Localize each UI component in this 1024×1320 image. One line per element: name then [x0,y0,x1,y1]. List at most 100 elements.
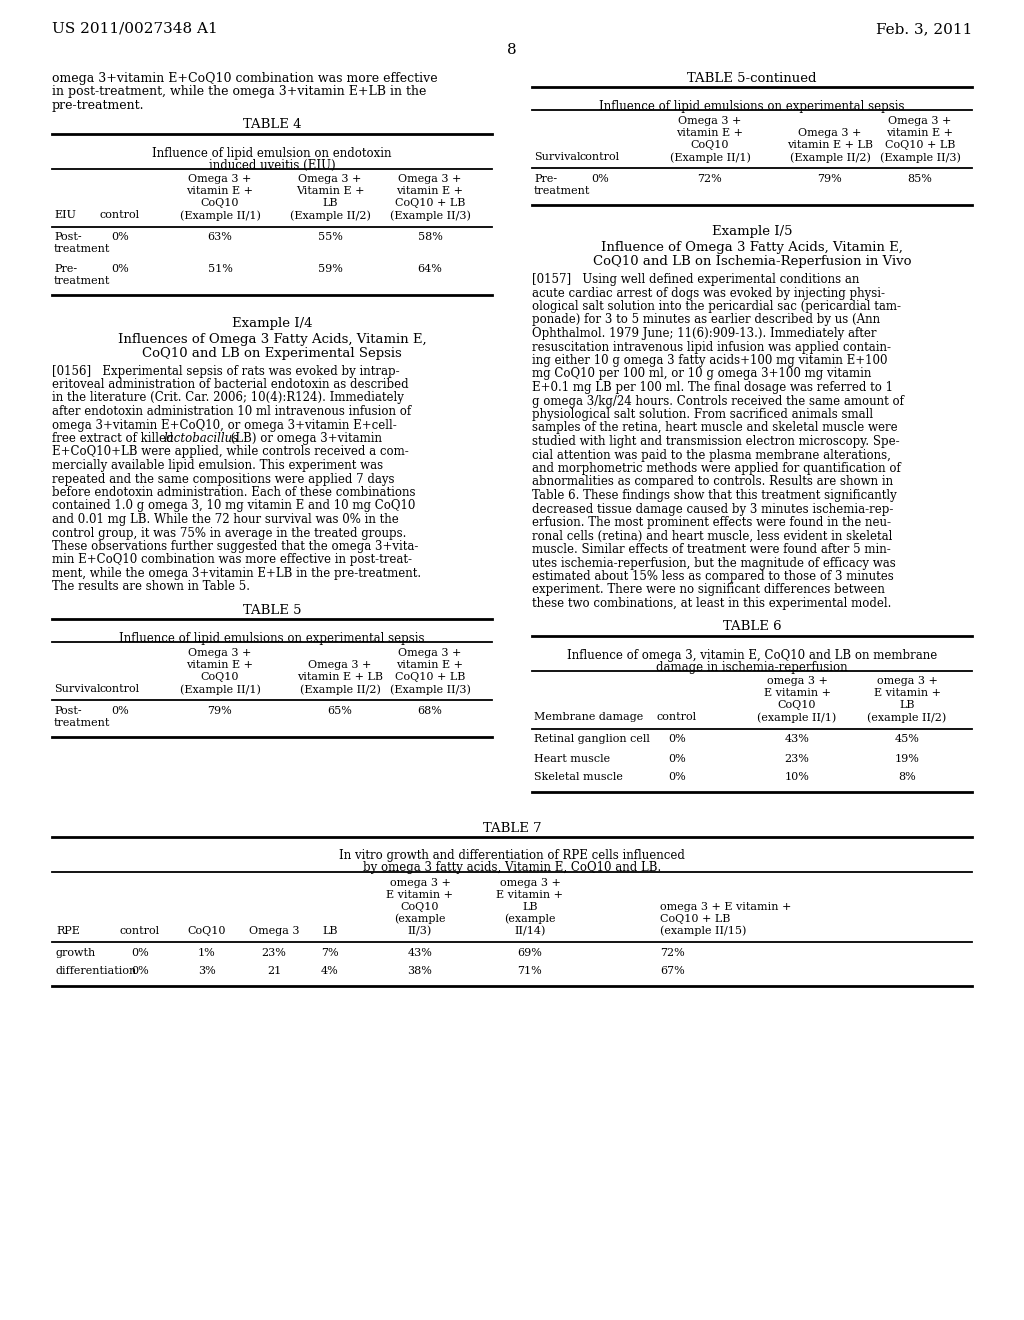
Text: g omega 3/kg/24 hours. Controls received the same amount of: g omega 3/kg/24 hours. Controls received… [532,395,904,408]
Text: Influence of lipid emulsions on experimental sepsis: Influence of lipid emulsions on experime… [599,100,905,114]
Text: E vitamin +: E vitamin + [497,890,563,899]
Text: CoQ10 and LB on Ischemia-Reperfusion in Vivo: CoQ10 and LB on Ischemia-Reperfusion in … [593,255,911,268]
Text: 0%: 0% [131,966,148,977]
Text: Influence of Omega 3 Fatty Acids, Vitamin E,: Influence of Omega 3 Fatty Acids, Vitami… [601,242,903,253]
Text: Example I/4: Example I/4 [231,317,312,330]
Text: Heart muscle: Heart muscle [534,754,610,763]
Text: 10%: 10% [784,772,809,783]
Text: E+CoQ10+LB were applied, while controls received a com-: E+CoQ10+LB were applied, while controls … [52,446,409,458]
Text: (Example II/2): (Example II/2) [790,152,870,162]
Text: CoQ10 + LB: CoQ10 + LB [395,198,465,209]
Text: omega 3 +: omega 3 + [877,676,937,686]
Text: growth: growth [56,948,96,957]
Text: experiment. There were no significant differences between: experiment. There were no significant di… [532,583,885,597]
Text: vitamin E +: vitamin E + [396,660,464,671]
Text: E vitamin +: E vitamin + [764,689,830,698]
Text: CoQ10 + LB: CoQ10 + LB [660,913,730,924]
Text: ponade) for 3 to 5 minutes as earlier described by us (Ann: ponade) for 3 to 5 minutes as earlier de… [532,314,880,326]
Text: Omega 3 +: Omega 3 + [678,116,741,125]
Text: (LB) or omega 3+vitamin: (LB) or omega 3+vitamin [226,432,382,445]
Text: 79%: 79% [208,706,232,715]
Text: Omega 3 +: Omega 3 + [188,648,252,657]
Text: (example II/15): (example II/15) [660,925,746,936]
Text: Omega 3 +: Omega 3 + [188,174,252,185]
Text: treatment: treatment [534,186,591,195]
Text: treatment: treatment [54,276,111,285]
Text: treatment: treatment [54,244,111,255]
Text: 67%: 67% [660,966,685,977]
Text: 21: 21 [267,966,282,977]
Text: (example: (example [394,913,445,924]
Text: omega 3 +: omega 3 + [767,676,827,686]
Text: 23%: 23% [261,948,287,957]
Text: Omega 3 +: Omega 3 + [888,116,951,125]
Text: Example I/5: Example I/5 [712,224,793,238]
Text: control: control [100,684,140,694]
Text: vitamin E +: vitamin E + [186,186,254,197]
Text: eritoveal administration of bacterial endotoxin as described: eritoveal administration of bacterial en… [52,378,409,391]
Text: (Example II/3): (Example II/3) [880,152,961,162]
Text: Omega 3 +: Omega 3 + [298,174,361,185]
Text: damage in ischemia-reperfusion: damage in ischemia-reperfusion [656,660,848,673]
Text: cial attention was paid to the plasma membrane alterations,: cial attention was paid to the plasma me… [532,449,891,462]
Text: These observations further suggested that the omega 3+vita-: These observations further suggested tha… [52,540,419,553]
Text: (Example II/2): (Example II/2) [290,210,371,220]
Text: 0%: 0% [112,706,129,715]
Text: 58%: 58% [418,232,442,243]
Text: Post-: Post- [54,706,82,715]
Text: CoQ10 + LB: CoQ10 + LB [885,140,955,150]
Text: CoQ10: CoQ10 [187,925,226,936]
Text: Pre-: Pre- [54,264,77,273]
Text: US 2011/0027348 A1: US 2011/0027348 A1 [52,22,218,36]
Text: 0%: 0% [112,232,129,243]
Text: Ophthalmol. 1979 June; 11(6):909-13.). Immediately after: Ophthalmol. 1979 June; 11(6):909-13.). I… [532,327,877,341]
Text: 0%: 0% [668,734,686,744]
Text: Vitamin E +: Vitamin E + [296,186,365,197]
Text: Omega 3: Omega 3 [249,925,299,936]
Text: Membrane damage: Membrane damage [534,713,643,722]
Text: (Example II/1): (Example II/1) [670,152,751,162]
Text: in the literature (Crit. Car. 2006; 10(4):R124). Immediately: in the literature (Crit. Car. 2006; 10(4… [52,392,403,404]
Text: repeated and the same compositions were applied 7 days: repeated and the same compositions were … [52,473,394,486]
Text: control group, it was 75% in average in the treated groups.: control group, it was 75% in average in … [52,527,407,540]
Text: LB: LB [899,701,914,710]
Text: induced uveitis (EIU): induced uveitis (EIU) [209,158,335,172]
Text: ological salt solution into the pericardial sac (pericardial tam-: ological salt solution into the pericard… [532,300,901,313]
Text: CoQ10 + LB: CoQ10 + LB [395,672,465,682]
Text: vitamin E + LB: vitamin E + LB [297,672,383,682]
Text: Omega 3 +: Omega 3 + [308,660,372,671]
Text: TABLE 5-continued: TABLE 5-continued [687,73,817,84]
Text: Retinal ganglion cell: Retinal ganglion cell [534,734,650,744]
Text: in post-treatment, while the omega 3+vitamin E+LB in the: in post-treatment, while the omega 3+vit… [52,86,426,99]
Text: vitamin E +: vitamin E + [186,660,254,671]
Text: 64%: 64% [418,264,442,273]
Text: 59%: 59% [317,264,342,273]
Text: 68%: 68% [418,706,442,715]
Text: (Example II/2): (Example II/2) [300,684,381,694]
Text: vitamin E +: vitamin E + [677,128,743,139]
Text: TABLE 7: TABLE 7 [482,821,542,834]
Text: Omega 3 +: Omega 3 + [799,128,861,139]
Text: omega 3 + E vitamin +: omega 3 + E vitamin + [660,902,792,912]
Text: II/14): II/14) [514,925,546,936]
Text: control: control [120,925,160,936]
Text: 0%: 0% [112,264,129,273]
Text: Influences of Omega 3 Fatty Acids, Vitamin E,: Influences of Omega 3 Fatty Acids, Vitam… [118,333,426,346]
Text: TABLE 6: TABLE 6 [723,620,781,634]
Text: 43%: 43% [408,948,432,957]
Text: Influence of lipid emulsions on experimental sepsis: Influence of lipid emulsions on experime… [119,632,425,645]
Text: acute cardiac arrest of dogs was evoked by injecting physi-: acute cardiac arrest of dogs was evoked … [532,286,885,300]
Text: E+0.1 mg LB per 100 ml. The final dosage was referred to 1: E+0.1 mg LB per 100 ml. The final dosage… [532,381,893,393]
Text: Skeletal muscle: Skeletal muscle [534,772,623,783]
Text: estimated about 15% less as compared to those of 3 minutes: estimated about 15% less as compared to … [532,570,894,583]
Text: CoQ10: CoQ10 [778,701,816,710]
Text: TABLE 4: TABLE 4 [243,119,301,132]
Text: Influence of lipid emulsion on endotoxin: Influence of lipid emulsion on endotoxin [153,147,392,160]
Text: (Example II/1): (Example II/1) [179,684,260,694]
Text: 65%: 65% [328,706,352,715]
Text: (Example II/3): (Example II/3) [389,684,470,694]
Text: CoQ10 and LB on Experimental Sepsis: CoQ10 and LB on Experimental Sepsis [142,346,401,359]
Text: samples of the retina, heart muscle and skeletal muscle were: samples of the retina, heart muscle and … [532,421,898,434]
Text: pre-treatment.: pre-treatment. [52,99,144,112]
Text: 85%: 85% [907,174,933,183]
